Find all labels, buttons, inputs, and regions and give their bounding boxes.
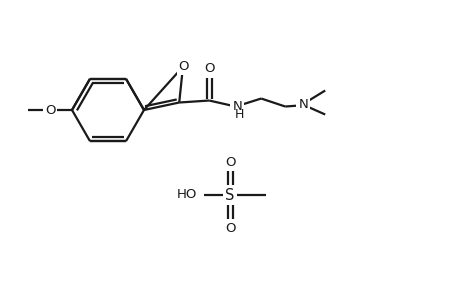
Text: O: O [45,103,55,117]
Text: O: O [204,62,214,75]
Text: N: N [232,100,242,113]
Text: O: O [179,60,189,73]
Text: N: N [298,98,308,111]
Text: O: O [225,156,235,168]
Text: HO: HO [176,188,197,201]
Text: H: H [235,108,244,121]
Text: S: S [225,188,235,203]
Text: O: O [225,221,235,235]
